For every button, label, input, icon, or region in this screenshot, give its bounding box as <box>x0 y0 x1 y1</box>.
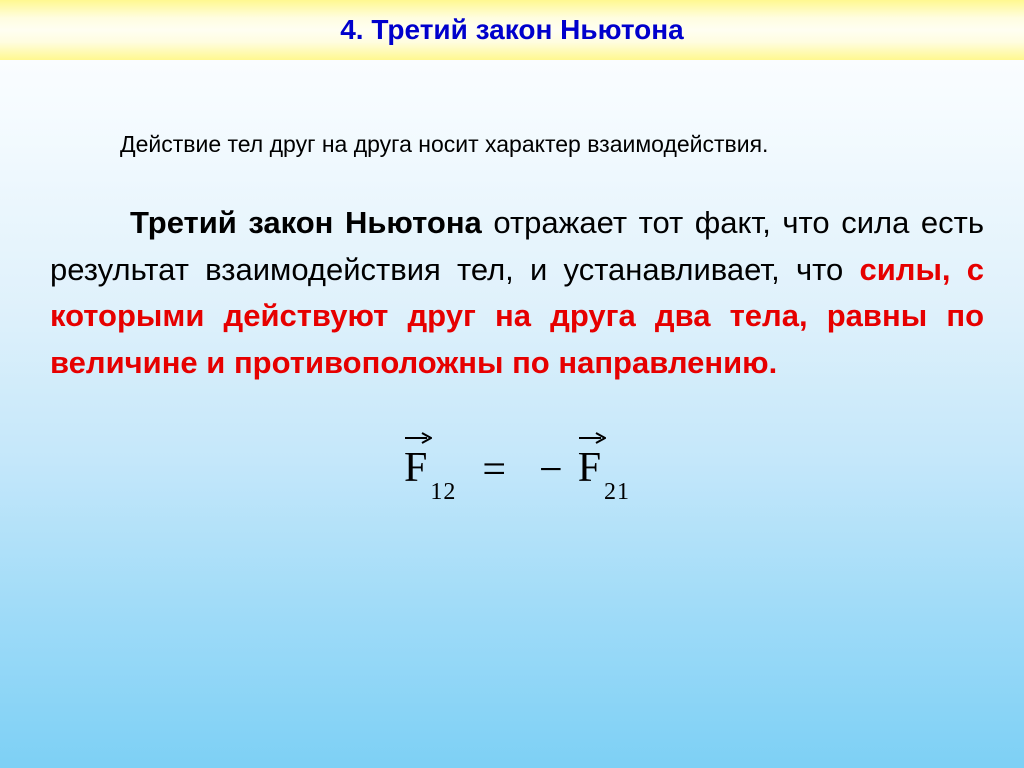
formula-inner: F12 = − F21 <box>404 436 630 497</box>
formula-lhs-sub: 12 <box>430 479 456 505</box>
slide: 4. Третий закон Ньютона Действие тел дру… <box>0 0 1024 768</box>
title-bar: 4. Третий закон Ньютона <box>0 0 1024 60</box>
formula-rhs-letter: F <box>578 445 602 491</box>
main-paragraph: Третий закон Ньютона отражает тот факт, … <box>50 200 984 386</box>
formula-minus: − <box>539 446 564 494</box>
formula-rhs: F21 <box>578 436 630 497</box>
formula: F12 = − F21 <box>50 436 984 497</box>
intro-paragraph: Действие тел друг на друга носит характе… <box>50 128 984 160</box>
formula-lhs-letter: F <box>404 445 428 491</box>
formula-equals: = <box>482 446 507 494</box>
content-area: Действие тел друг на друга носит характе… <box>0 60 1024 498</box>
vector-arrow-icon <box>404 432 456 444</box>
slide-title: 4. Третий закон Ньютона <box>340 14 684 46</box>
vector-arrow-icon <box>578 432 630 444</box>
law-name: Третий закон Ньютона <box>130 205 482 240</box>
formula-lhs: F12 <box>404 436 456 497</box>
formula-rhs-sub: 21 <box>604 479 630 505</box>
